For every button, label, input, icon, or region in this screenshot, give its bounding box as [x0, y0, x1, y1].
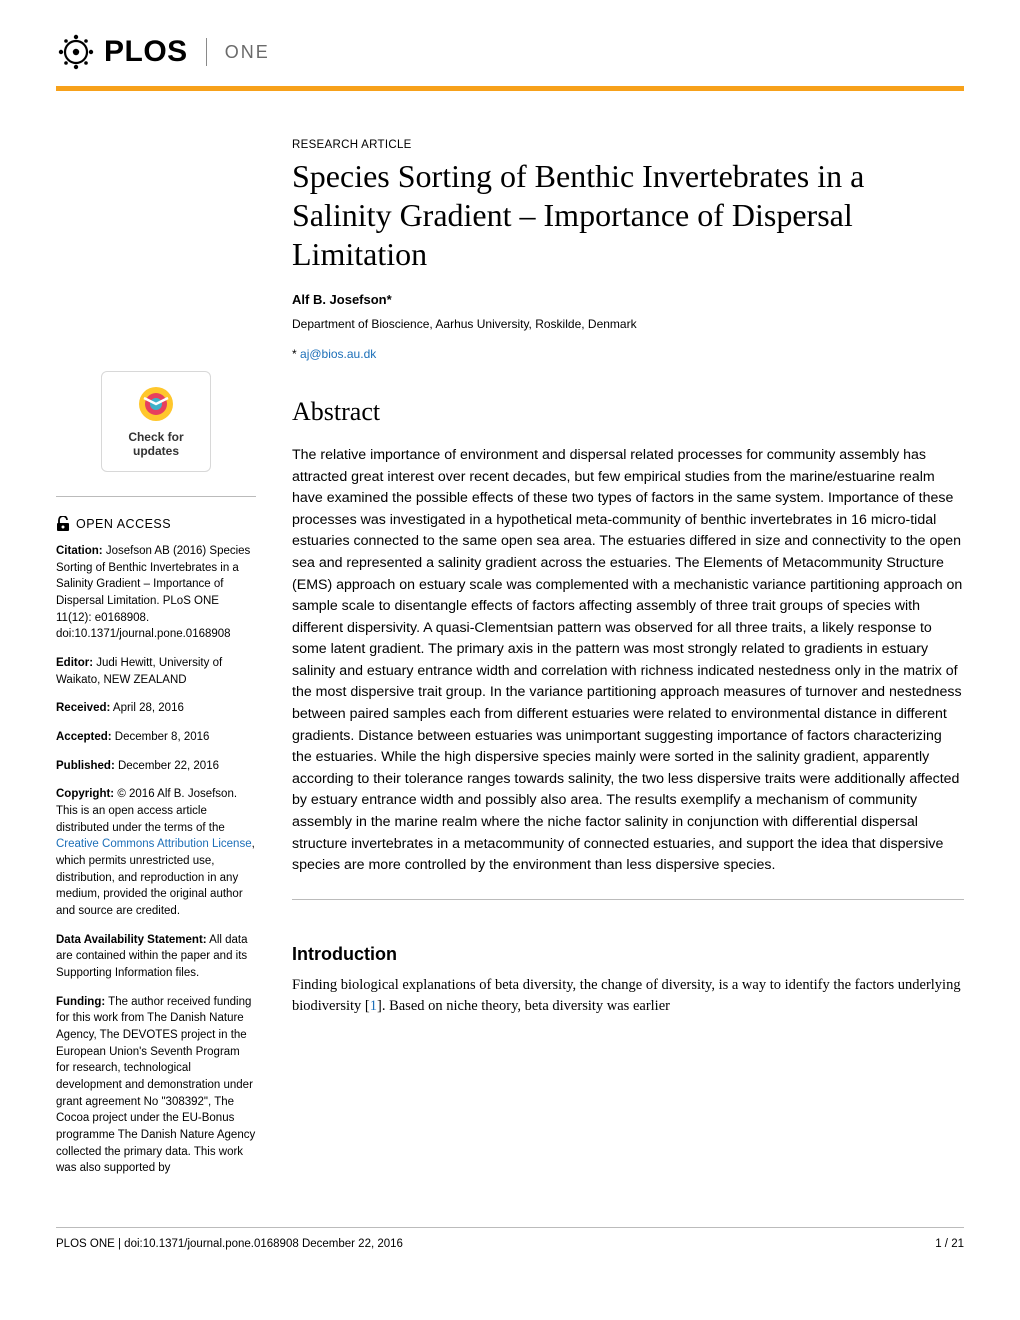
- footer-right: 1 / 21: [935, 1238, 964, 1250]
- article-title: Species Sorting of Benthic Invertebrates…: [292, 157, 964, 274]
- plos-logo: PLOS: [56, 32, 188, 72]
- email-link[interactable]: aj@bios.au.dk: [300, 347, 376, 361]
- page-footer: PLOS ONE | doi:10.1371/journal.pone.0168…: [56, 1227, 964, 1250]
- check-updates-line1: Check for: [128, 430, 183, 444]
- published-block: Published: December 22, 2016: [56, 758, 256, 775]
- reference-link-1[interactable]: 1: [370, 998, 377, 1014]
- funding-text: The author received funding for this wor…: [56, 996, 255, 1175]
- corresponding-email: * aj@bios.au.dk: [292, 347, 964, 361]
- check-for-updates-badge[interactable]: Check for updates: [101, 371, 211, 472]
- editor-label: Editor:: [56, 657, 93, 669]
- open-access-row: OPEN ACCESS: [56, 515, 256, 533]
- accepted-text: December 8, 2016: [112, 731, 210, 743]
- abstract-text: The relative importance of environment a…: [292, 445, 964, 877]
- check-updates-label: Check for updates: [128, 430, 183, 459]
- abstract-heading: Abstract: [292, 397, 964, 427]
- journal-name-main: PLOS: [104, 35, 188, 69]
- affiliation: Department of Bioscience, Aarhus Univers…: [292, 317, 964, 331]
- article-type: RESEARCH ARTICLE: [292, 139, 964, 151]
- data-availability-block: Data Availability Statement: All data ar…: [56, 932, 256, 982]
- journal-header: PLOS ONE: [56, 32, 964, 72]
- intro-post: ]. Based on niche theory, beta diversity…: [377, 998, 670, 1014]
- header-divider: [206, 38, 207, 66]
- introduction-text: Finding biological explanations of beta …: [292, 975, 964, 1019]
- published-text: December 22, 2016: [115, 760, 219, 772]
- accepted-block: Accepted: December 8, 2016: [56, 729, 256, 746]
- editor-block: Editor: Judi Hewitt, University of Waika…: [56, 655, 256, 688]
- received-label: Received:: [56, 702, 110, 714]
- sidebar: Check for updates OPEN ACCESS Citation: …: [56, 139, 256, 1189]
- copyright-block: Copyright: © 2016 Alf B. Josefson. This …: [56, 786, 256, 919]
- funding-block: Funding: The author received funding for…: [56, 994, 256, 1177]
- abstract-divider: [292, 899, 964, 900]
- open-access-icon: [56, 516, 70, 532]
- corr-prefix: *: [292, 347, 300, 361]
- check-updates-line2: updates: [133, 444, 179, 458]
- received-block: Received: April 28, 2016: [56, 700, 256, 717]
- cc-license-link[interactable]: Creative Commons Attribution License: [56, 838, 252, 850]
- sidebar-divider: [56, 496, 256, 497]
- journal-name-sub: ONE: [225, 42, 270, 63]
- data-label: Data Availability Statement:: [56, 934, 207, 946]
- published-label: Published:: [56, 760, 115, 772]
- funding-label: Funding:: [56, 996, 105, 1008]
- plos-icon: [56, 32, 96, 72]
- page-container: PLOS ONE Check for updates: [0, 0, 1020, 1274]
- content-columns: Check for updates OPEN ACCESS Citation: …: [56, 139, 964, 1189]
- citation-text: Josefson AB (2016) Species Sorting of Be…: [56, 545, 250, 640]
- citation-block: Citation: Josefson AB (2016) Species Sor…: [56, 543, 256, 643]
- received-text: April 28, 2016: [110, 702, 184, 714]
- footer-left: PLOS ONE | doi:10.1371/journal.pone.0168…: [56, 1238, 403, 1250]
- main-column: RESEARCH ARTICLE Species Sorting of Bent…: [292, 139, 964, 1189]
- header-accent-rule: [56, 86, 964, 91]
- accepted-label: Accepted:: [56, 731, 112, 743]
- citation-label: Citation:: [56, 545, 103, 557]
- crossmark-icon: [136, 384, 176, 424]
- copyright-label: Copyright:: [56, 788, 114, 800]
- open-access-label: OPEN ACCESS: [76, 515, 171, 533]
- authors: Alf B. Josefson*: [292, 292, 964, 307]
- introduction-heading: Introduction: [292, 944, 964, 965]
